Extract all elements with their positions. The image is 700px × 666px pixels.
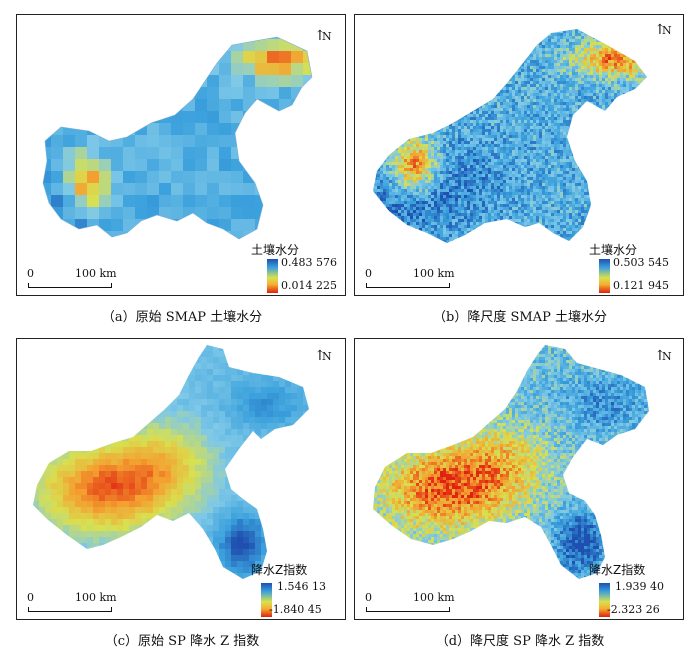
caption-a: （a）原始 SMAP 土壤水分 [101, 310, 263, 325]
map-b-svg [373, 29, 647, 243]
map-panel-c: ↑ N 降水Z指数 1.546 13 -1.840 45 0 100 km [16, 338, 346, 620]
north-arrow-icon: ↑ [654, 348, 666, 364]
map-d-raster [373, 345, 649, 579]
legend-min: 0.014 225 [281, 279, 337, 292]
north-arrow-icon: ↑ [654, 22, 666, 38]
map-panel-a: ↑ N 土壤水分 0.483 576 0.014 225 0 100 km [16, 14, 346, 296]
map-d-svg [373, 345, 649, 579]
legend-title: 土壤水分 [589, 243, 638, 257]
map-b-raster [373, 29, 647, 243]
legend-min: 0.121 945 [613, 279, 669, 292]
legend-title: 降水Z指数 [251, 563, 308, 577]
legend-max: 1.546 13 [277, 580, 326, 593]
scale-line [366, 607, 450, 612]
scale-line [366, 283, 450, 288]
caption-c: （c）原始 SP 降水 Z 指数 [104, 634, 260, 649]
legend-min: -1.840 45 [269, 603, 322, 616]
map-panel-b: ↑ N 土壤水分 0.503 545 0.121 945 0 100 km [354, 14, 684, 296]
scale-line [28, 607, 112, 612]
map-panel-d: ↑ N 降水Z指数 1.939 40 -2.323 26 0 100 km [354, 338, 684, 620]
map-c-raster [33, 345, 309, 579]
caption-b: （b）降尺度 SMAP 土壤水分 [433, 310, 607, 325]
map-c-svg [33, 345, 309, 579]
legend-title: 降水Z指数 [589, 563, 646, 577]
scale-line [28, 283, 112, 288]
legend-max: 0.483 576 [281, 256, 337, 269]
north-arrow-icon: ↑ [314, 28, 326, 44]
legend-max: 0.503 545 [613, 256, 669, 269]
legend-colorbar [261, 583, 272, 617]
legend-colorbar [599, 259, 610, 293]
legend-title: 土壤水分 [251, 243, 300, 257]
legend-max: 1.939 40 [615, 580, 664, 593]
map-a-svg [42, 36, 313, 240]
legend-colorbar [599, 583, 610, 617]
north-arrow-icon: ↑ [314, 348, 326, 364]
map-a-raster [43, 37, 312, 239]
legend-colorbar [267, 259, 278, 293]
legend-min: -2.323 26 [607, 603, 660, 616]
caption-d: （d）降尺度 SP 降水 Z 指数 [435, 634, 605, 649]
